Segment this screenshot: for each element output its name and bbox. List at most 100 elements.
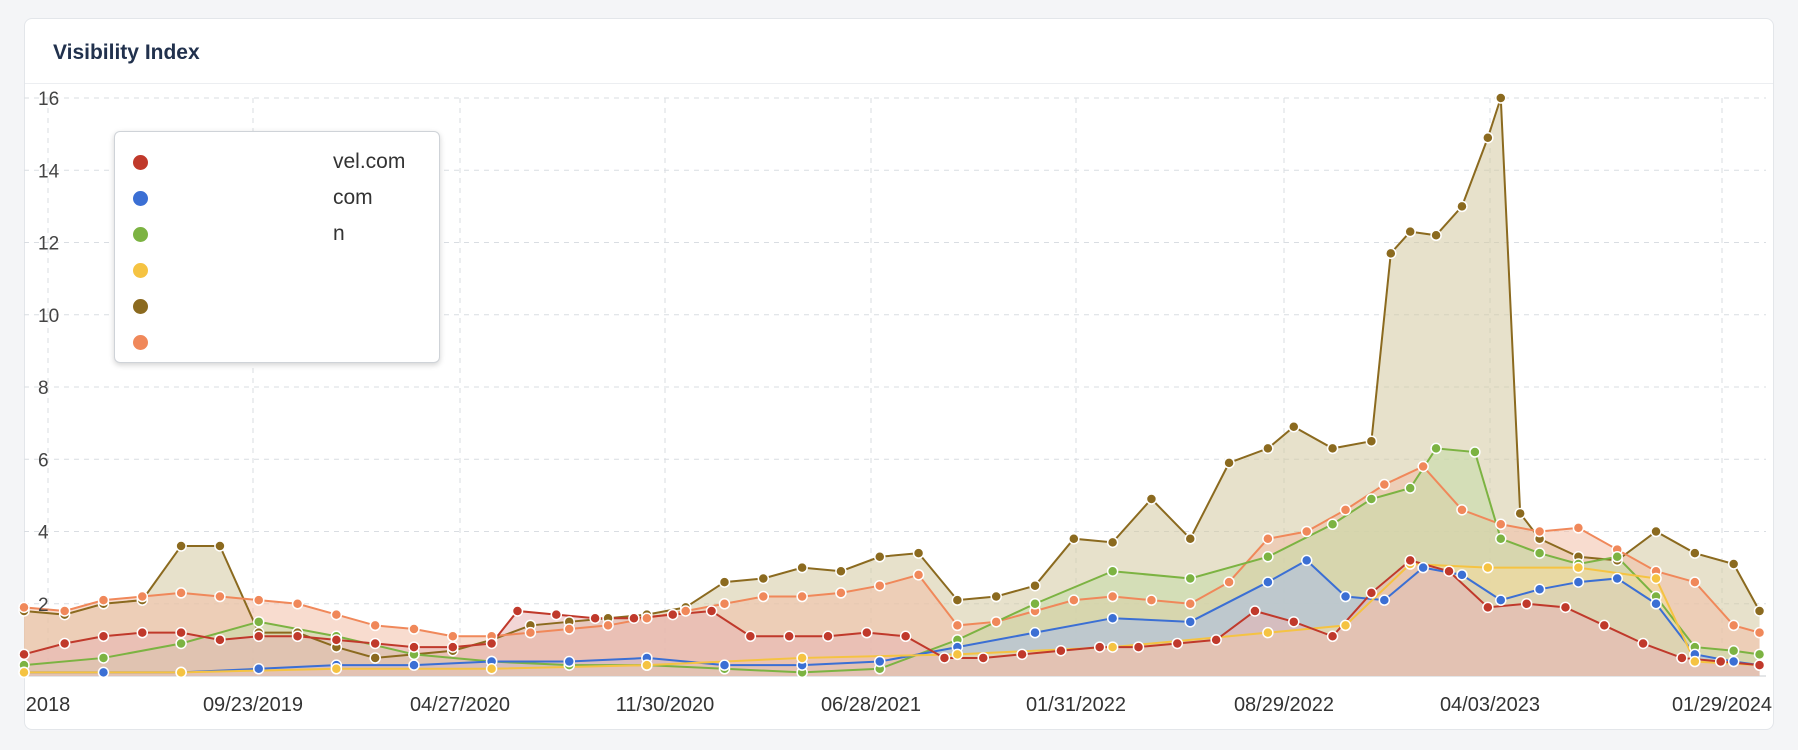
data-point: [18, 601, 30, 614]
data-point: [1533, 583, 1546, 596]
data-point: [330, 608, 343, 621]
data-point: [291, 630, 304, 643]
data-point: [1495, 92, 1507, 104]
data-point: [214, 634, 226, 646]
legend-item[interactable]: n: [115, 216, 439, 252]
data-point: [1482, 131, 1494, 144]
legend-dot-icon: [133, 154, 148, 170]
legend-label: vel.com: [333, 150, 406, 173]
data-point: [1456, 200, 1468, 213]
data-point: [1650, 572, 1662, 585]
line-layer: [23, 97, 1761, 674]
data-point: [524, 626, 537, 639]
data-point: [252, 630, 265, 643]
data-point: [1676, 652, 1688, 664]
data-point: [214, 590, 226, 603]
data-point: [1249, 605, 1261, 617]
data-point: [602, 619, 614, 632]
x-tick-label: 11/30/2020: [616, 694, 715, 716]
data-point: [628, 612, 640, 624]
data-point: [744, 630, 757, 643]
data-point: [1753, 605, 1766, 617]
data-point: [1339, 619, 1352, 632]
data-point: [796, 590, 808, 603]
data-point: [1611, 551, 1623, 563]
data-point: [1106, 536, 1119, 549]
data-point: [1520, 598, 1533, 610]
data-point: [1559, 601, 1572, 614]
series-line: [23, 447, 1760, 674]
data-point: [874, 551, 886, 563]
data-point: [977, 652, 990, 664]
data-point: [1753, 659, 1766, 671]
series-line: [23, 559, 1760, 667]
data-point: [1572, 522, 1585, 534]
data-point: [1404, 225, 1416, 238]
y-tick-label: 16: [38, 89, 59, 110]
data-point: [408, 623, 420, 635]
data-point: [1637, 637, 1649, 650]
data-point: [1417, 460, 1429, 473]
data-point: [1404, 482, 1416, 494]
data-point: [1029, 626, 1041, 639]
data-point: [447, 641, 459, 653]
data-point: [912, 547, 925, 559]
legend-item[interactable]: [115, 288, 439, 324]
data-point: [1106, 641, 1119, 653]
legend-item[interactable]: [115, 324, 439, 360]
legend-dot-icon: [133, 298, 148, 314]
data-point: [822, 630, 834, 643]
data-point: [861, 626, 873, 639]
data-point: [1650, 525, 1662, 538]
legend-item[interactable]: com: [115, 180, 439, 216]
data-point: [783, 630, 795, 643]
point-layer: [18, 92, 1766, 679]
legend-item[interactable]: vel.com: [115, 144, 439, 180]
data-point: [330, 663, 343, 675]
data-point: [485, 663, 498, 675]
data-point: [1727, 558, 1740, 570]
data-point: [796, 561, 808, 574]
data-point: [1029, 579, 1041, 592]
data-point: [1689, 655, 1701, 668]
data-point: [757, 590, 770, 603]
y-tick-label: 2: [38, 595, 49, 616]
data-point: [369, 652, 381, 664]
data-point: [408, 659, 420, 671]
data-point: [951, 619, 964, 632]
data-point: [666, 608, 679, 621]
data-point: [58, 637, 71, 650]
data-point: [1262, 442, 1274, 455]
data-point: [1533, 525, 1546, 538]
data-point: [718, 598, 731, 610]
legend-dot-icon: [133, 226, 148, 242]
data-point: [1689, 576, 1701, 588]
data-point: [1365, 493, 1378, 505]
data-point: [330, 634, 343, 646]
data-point: [679, 605, 692, 617]
data-point: [1430, 229, 1442, 242]
data-point: [563, 623, 575, 635]
data-point: [1145, 594, 1158, 606]
data-point: [1495, 594, 1507, 606]
x-tick-label: 08/29/2022: [1234, 694, 1334, 716]
data-point: [1068, 594, 1080, 606]
data-point: [1482, 561, 1494, 574]
x-tick-label: 06/28/2021: [821, 694, 921, 716]
data-point: [136, 626, 149, 639]
data-point: [1727, 644, 1740, 657]
data-point: [1611, 572, 1623, 585]
y-tick-label: 12: [38, 234, 59, 255]
data-point: [899, 630, 912, 643]
legend-item[interactable]: [115, 252, 439, 288]
data-point: [550, 608, 563, 621]
data-point: [835, 587, 847, 599]
data-point: [1456, 504, 1468, 516]
data-point: [1689, 547, 1701, 559]
data-point: [18, 648, 30, 661]
data-point: [1378, 594, 1391, 606]
x-tick-label: 04/27/2020: [410, 694, 510, 716]
series-line: [24, 559, 1760, 674]
data-point: [1365, 435, 1378, 447]
